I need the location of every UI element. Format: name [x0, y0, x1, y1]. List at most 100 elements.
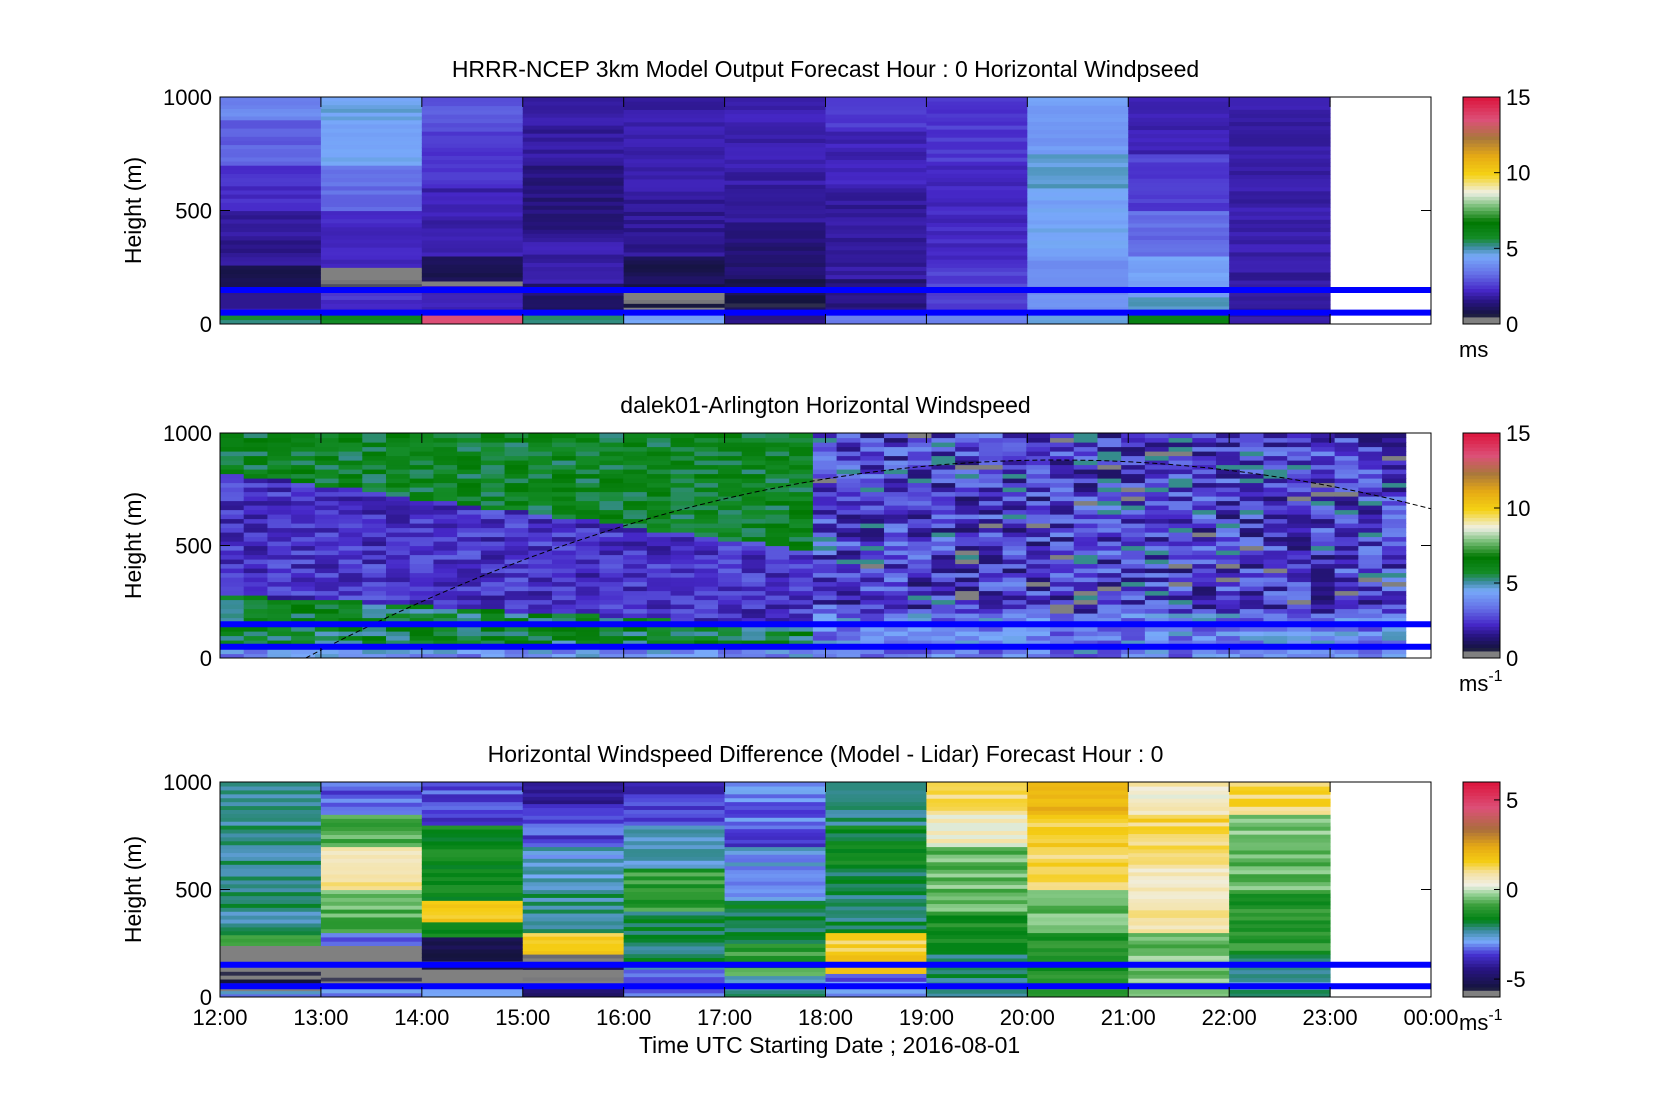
heatmap-cell: [220, 653, 245, 658]
heatmap-cell: [926, 113, 1028, 118]
heatmap-cell: [724, 134, 826, 139]
heatmap-cell: [362, 635, 387, 641]
heatmap-cell: [1121, 505, 1146, 511]
heatmap-cell: [575, 550, 600, 556]
heatmap-cell: [741, 469, 766, 475]
heatmap-cell: [522, 153, 625, 158]
heatmap-cell: [522, 980, 625, 986]
colorbar-tick-label: -5: [1506, 967, 1526, 992]
heatmap-cell: [741, 631, 766, 637]
heatmap-cell: [1027, 834, 1129, 840]
heatmap-cell: [386, 469, 411, 475]
heatmap-cell: [1229, 931, 1331, 936]
heatmap-cell: [789, 649, 814, 655]
heatmap-cell: [1027, 955, 1129, 960]
heatmap-cell: [1097, 608, 1122, 614]
heatmap-cell: [765, 437, 790, 443]
heatmap-cell: [1358, 451, 1383, 457]
heatmap-cell: [694, 460, 719, 466]
heatmap-cell: [1310, 437, 1336, 443]
heatmap-cell: [860, 478, 885, 484]
heatmap-cell: [575, 626, 600, 632]
heatmap-cell: [1027, 932, 1129, 937]
heatmap-cell: [955, 491, 980, 497]
heatmap-cell: [623, 903, 726, 908]
heatmap-cell: [1027, 974, 1129, 979]
heatmap-cell: [1027, 97, 1129, 102]
colorbar-swatch: [1463, 433, 1500, 438]
colorbar-unit-label: ms-1: [1459, 1007, 1503, 1035]
heatmap-cell: [741, 523, 766, 529]
colorbar-swatch: [1463, 825, 1500, 830]
heatmap-cell: [926, 291, 1028, 296]
colorbar-swatch: [1463, 892, 1500, 897]
heatmap-cell: [623, 941, 726, 947]
heatmap-cell: [884, 613, 909, 619]
heatmap-cell: [724, 205, 826, 210]
heatmap-cell: [1027, 881, 1129, 887]
heatmap-cell: [646, 604, 672, 610]
heatmap-cell: [1168, 545, 1193, 551]
heatmap-cell: [825, 171, 927, 177]
heatmap-cell: [1263, 635, 1288, 641]
heatmap-cell: [243, 595, 268, 601]
heatmap-cell: [825, 212, 927, 218]
heatmap-cell: [320, 822, 423, 827]
heatmap-cell: [789, 482, 814, 488]
heatmap-cell: [522, 834, 625, 840]
heatmap-cell: [1027, 170, 1129, 176]
heatmap-cell: [1287, 541, 1312, 547]
heatmap-cell: [926, 295, 1028, 300]
heatmap-cell: [1334, 446, 1359, 452]
heatmap-cell: [1121, 590, 1146, 596]
heatmap-cell: [522, 877, 625, 883]
heatmap-cell: [955, 514, 980, 520]
heatmap-cell: [1027, 183, 1129, 189]
colorbar-unit-label: ms: [1459, 337, 1488, 362]
heatmap-cell: [528, 500, 553, 506]
heatmap-cell: [1358, 482, 1383, 488]
heatmap-cell: [504, 437, 529, 443]
heatmap-cell: [314, 509, 340, 515]
heatmap-cell: [825, 989, 927, 994]
heatmap-cell: [789, 505, 814, 511]
heatmap-cell: [528, 509, 553, 515]
heatmap-cell: [646, 599, 672, 605]
heatmap-cell: [926, 822, 1028, 827]
colorbar-swatch: [1463, 471, 1500, 476]
heatmap-cell: [741, 545, 766, 551]
heatmap-cell: [1027, 145, 1129, 151]
heatmap-cell: [421, 892, 524, 897]
heatmap-cell: [314, 577, 340, 583]
heatmap-cell: [552, 545, 577, 551]
colorbar-swatch: [1463, 970, 1500, 974]
heatmap-cell: [670, 595, 695, 601]
heatmap-cell: [789, 626, 814, 632]
heatmap-cell: [765, 640, 790, 646]
heatmap-cell: [220, 817, 322, 822]
heatmap-cell: [1287, 518, 1312, 524]
heatmap-cell: [1229, 826, 1331, 831]
heatmap-cell: [1144, 518, 1170, 524]
heatmap-cell: [575, 527, 600, 533]
heatmap-cell: [1027, 790, 1129, 795]
heatmap-cell: [1144, 496, 1170, 502]
heatmap-cell: [1192, 635, 1217, 641]
heatmap-cell: [724, 884, 826, 890]
heatmap-cell: [220, 115, 322, 121]
heatmap-cell: [1239, 509, 1264, 515]
heatmap-cell: [623, 101, 726, 106]
heatmap-cell: [825, 175, 927, 181]
heatmap-cell: [1128, 125, 1230, 131]
colorbar-swatch: [1463, 788, 1500, 793]
heatmap-cell: [825, 306, 927, 312]
heatmap-cell: [243, 460, 268, 466]
heatmap-cell: [1128, 898, 1230, 903]
heatmap-cell: [670, 653, 695, 658]
heatmap-cell: [860, 523, 885, 529]
colorbar-swatch: [1463, 855, 1500, 860]
colorbar-swatch: [1463, 980, 1500, 985]
heatmap-cell: [926, 888, 1028, 893]
heatmap-cell: [1358, 590, 1383, 596]
heatmap-cell: [1334, 496, 1359, 502]
